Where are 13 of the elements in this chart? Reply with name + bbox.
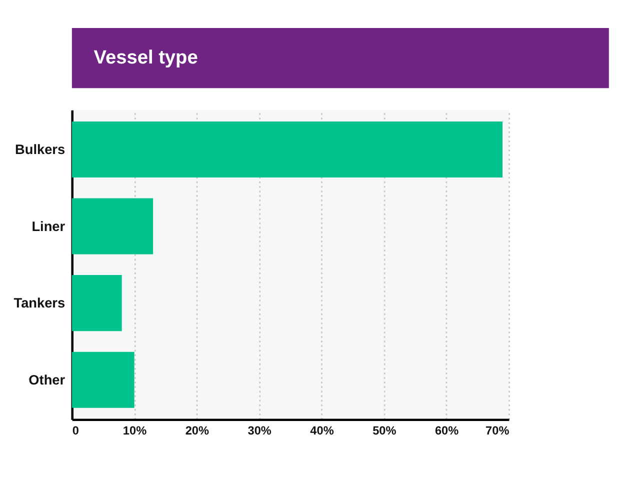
x-tick-label: 20% <box>185 423 210 438</box>
y-tick-label: Bulkers <box>15 142 66 158</box>
x-tick-label: 40% <box>310 423 334 438</box>
y-tick-label: Tankers <box>14 296 66 311</box>
x-tick-label: 10% <box>122 423 148 438</box>
x-tick-label: 30% <box>248 423 272 438</box>
chart-title: Vessel type <box>94 48 198 69</box>
x-tick-label: 50% <box>372 423 397 438</box>
x-tick-label: 0 <box>72 423 80 438</box>
x-tick-label: 70% <box>486 423 510 438</box>
y-tick-label: Other <box>28 372 66 388</box>
y-tick-label: Liner <box>32 218 66 234</box>
x-tick-label: 60% <box>434 423 460 438</box>
